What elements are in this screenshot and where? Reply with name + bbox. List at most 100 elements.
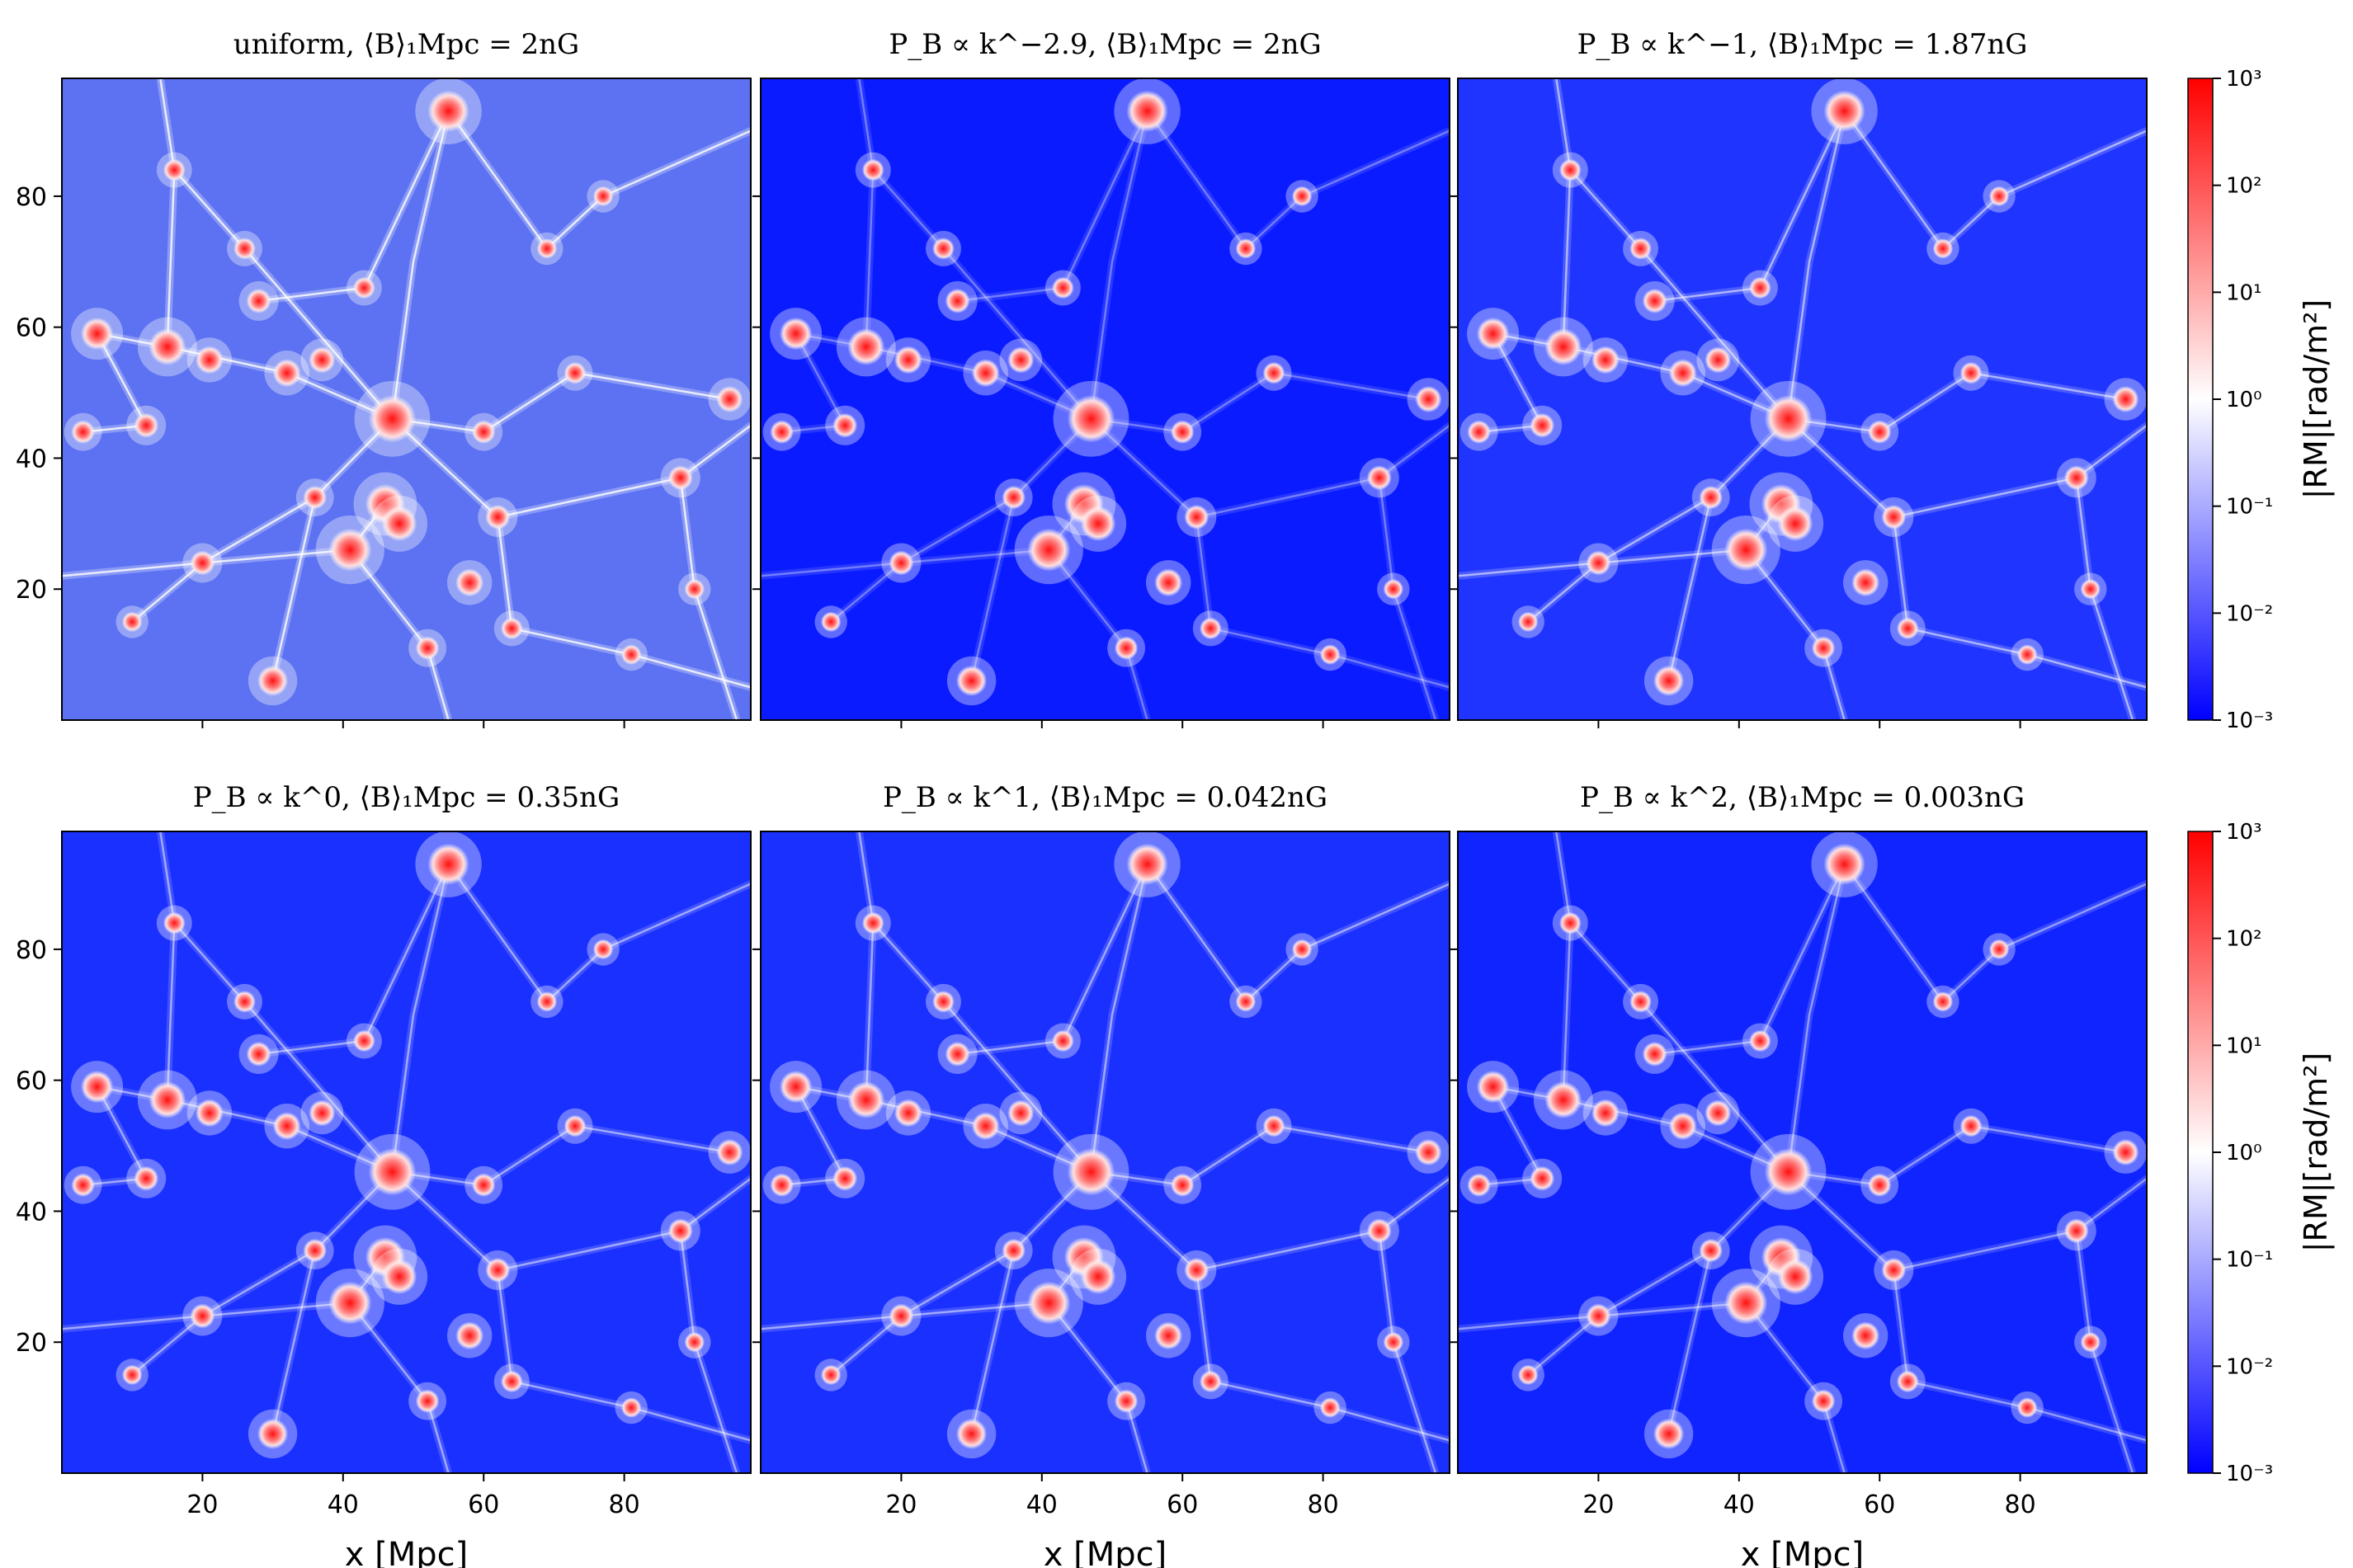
cluster-point (2063, 1218, 2089, 1244)
filament-glow (1087, 107, 1152, 423)
panel-background (761, 78, 1450, 720)
cluster-point (536, 238, 558, 259)
x-tick-label: 20 (186, 1490, 218, 1519)
cluster-point (1184, 504, 1210, 530)
cluster-point (1867, 1173, 1892, 1197)
cluster-point (956, 665, 988, 697)
cluster-point (1823, 843, 1865, 885)
x-tick-label: 80 (609, 1490, 640, 1519)
filament-glow (1458, 1253, 1785, 1333)
cluster-point (1467, 1173, 1491, 1197)
colorbar-tick-label: 10¹ (2226, 280, 2262, 305)
cluster-point (1530, 412, 1555, 438)
colorbar-2: 10⁻³ 10⁻² 10⁻¹ 10⁰ 10¹ 10² 10³ |RM|[rad/m²] (2187, 820, 2335, 1486)
panel-title: P_B ∝ k^−2.9, ⟨B⟩₁Mpc = 2nG (889, 28, 1321, 61)
filament (1090, 371, 1430, 434)
cluster-point (233, 991, 256, 1013)
cluster-point (1476, 1070, 1510, 1104)
filament-glow (1143, 107, 1450, 255)
cluster-point (1988, 939, 2010, 960)
cluster-point (1476, 317, 1510, 351)
cluster-point (1749, 276, 1771, 299)
cluster-point (1777, 1259, 1813, 1295)
cluster-point (1591, 346, 1620, 374)
cluster-point (163, 158, 186, 181)
filament (96, 332, 394, 421)
cluster-point (1724, 1281, 1768, 1325)
colorbar-tick-label: 10⁻¹ (2226, 1248, 2273, 1273)
cluster-point (1467, 420, 1491, 444)
filament-glow (761, 500, 1088, 580)
cluster-point (71, 420, 95, 444)
panel-title: P_B ∝ k^0, ⟨B⟩₁Mpc = 0.35nG (193, 781, 620, 814)
x-tick-label: 60 (1167, 1490, 1198, 1519)
cluster-point (847, 328, 885, 365)
cluster-point (368, 1148, 417, 1196)
cluster-point (592, 939, 614, 960)
cluster-point (620, 1397, 642, 1418)
cluster-point (2112, 1138, 2139, 1166)
cluster-point (1896, 617, 1919, 640)
cluster-point (1705, 1099, 1732, 1127)
x-tick-label: 40 (1723, 1490, 1755, 1519)
panel-2: P_B ∝ k^−2.9, ⟨B⟩₁Mpc = 2nG (752, 28, 1450, 728)
cluster-point (500, 1370, 523, 1393)
cluster-point (134, 1165, 159, 1191)
colorbar-tick-label: 10⁻³ (2226, 709, 2273, 733)
cluster-point (779, 317, 813, 351)
cluster-point (1262, 361, 1285, 384)
filament (497, 1269, 751, 1442)
cluster-point (1027, 1281, 1071, 1325)
cluster-point (2016, 1397, 2038, 1418)
cluster-point (195, 346, 224, 374)
cluster-point (1383, 578, 1404, 600)
cluster-point (1319, 644, 1341, 665)
cluster-point (1126, 843, 1168, 885)
colorbar-tick-label: 10⁰ (2226, 388, 2262, 412)
colorbar-label: |RM|[rad/m²] (2298, 299, 2335, 500)
colorbar-gradient (2188, 78, 2213, 720)
panel-6: P_B ∝ k^2, ⟨B⟩₁Mpc = 0.003nG 20 40 60 80 x [M… (1450, 781, 2148, 1568)
y-tick-label: 40 (16, 1198, 47, 1227)
cluster-point (2112, 385, 2139, 413)
filament-glow (792, 330, 1095, 423)
cluster-point (1867, 420, 1892, 444)
panel-title: P_B ∝ k^−1, ⟨B⟩₁Mpc = 1.87nG (1577, 28, 2028, 61)
cluster-point (149, 1081, 186, 1118)
cluster-point (894, 1099, 922, 1128)
cluster-point (1544, 328, 1582, 365)
cluster-point (485, 504, 511, 530)
colorbar-gradient (2188, 831, 2213, 1473)
cluster-point (1383, 1331, 1404, 1353)
filament (1893, 516, 2147, 689)
cluster-point (303, 1238, 328, 1263)
cluster-point (1851, 1321, 1880, 1350)
panel-frame (760, 78, 1450, 721)
filament (447, 863, 751, 1004)
filament (1458, 502, 1783, 577)
y-tick-label: 60 (16, 314, 47, 343)
cluster-point (1154, 568, 1183, 597)
filament (96, 1085, 394, 1174)
cluster-point (80, 317, 114, 351)
cluster-point (1002, 1238, 1026, 1263)
colorbar-1: 10⁻³ 10⁻² 10⁻¹ 10⁰ 10¹ 10² 10³ |RM|[rad/m²] (2187, 67, 2335, 733)
colorbar-tick-label: 10³ (2226, 67, 2262, 92)
cluster-point (932, 991, 955, 1013)
cluster-point (368, 395, 417, 443)
y-tick-label: 20 (16, 1329, 47, 1358)
cluster-point (1777, 506, 1813, 542)
filament (1843, 863, 2147, 1004)
filament (1893, 1269, 2147, 1442)
cluster-point (149, 328, 186, 365)
cluster-point (2080, 1331, 2101, 1353)
cluster-point (2080, 578, 2101, 600)
cluster-point (328, 1281, 372, 1325)
cluster-point (381, 506, 417, 542)
filament-glow (1087, 369, 1432, 436)
cluster-point (1080, 1259, 1116, 1295)
cluster-point (889, 1303, 914, 1329)
cluster-point (861, 911, 884, 935)
x-axis-label: x [Mpc] (345, 1536, 469, 1568)
cluster-point (1932, 238, 1954, 259)
